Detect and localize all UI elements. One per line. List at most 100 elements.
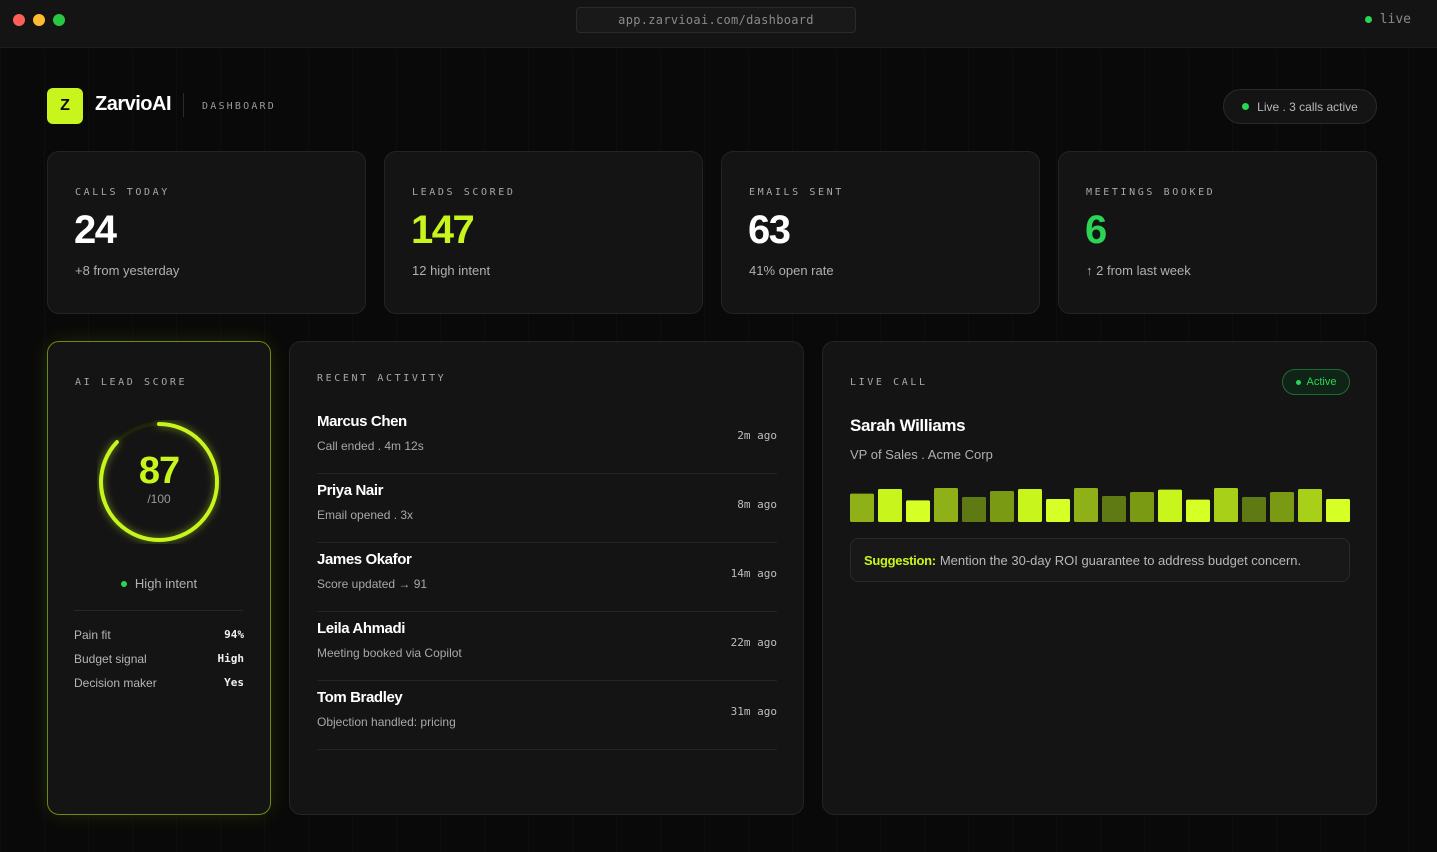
lead-score-card[interactable]: AI LEAD SCORE 87 /100 High intent Pain f… (47, 341, 271, 815)
stat-value: 63 (748, 208, 791, 252)
activity-time: 31m ago (730, 705, 777, 718)
lead-score-value: 87 (138, 450, 180, 492)
activity-name: Tom Bradley (317, 689, 403, 706)
lead-score-divider (74, 610, 243, 611)
factor-key: Budget signal (74, 652, 147, 666)
close-window-button[interactable] (13, 14, 25, 26)
connection-status: live (1364, 12, 1411, 27)
lead-score-ring (99, 422, 219, 542)
waveform-bar (1046, 499, 1070, 522)
activity-item[interactable]: Priya Nair Email opened . 3x 8m ago (317, 474, 777, 543)
active-dot-icon (1295, 379, 1301, 385)
suggestion-label: Suggestion: (864, 552, 936, 568)
minimize-window-button[interactable] (33, 14, 45, 26)
stat-card-meetings-booked[interactable]: MEETINGS BOOKED 6 ↑ 2 from last week (1058, 151, 1377, 314)
factor-value: 94% (224, 628, 244, 641)
waveform-bar (850, 493, 874, 522)
waveform-bar (1214, 488, 1238, 522)
stat-value: 24 (74, 208, 117, 252)
live-dot-icon (1364, 16, 1372, 23)
stat-card-leads-scored[interactable]: LEADS SCORED 147 12 high intent (384, 151, 703, 314)
activity-description: Email opened . 3x (317, 508, 414, 522)
activity-description: Call ended . 4m 12s (317, 439, 424, 453)
waveform-bar (1158, 489, 1182, 522)
caller-role: VP of Sales . Acme Corp (850, 447, 993, 462)
dashboard: Z ZarvioAI DASHBOARD Live . 3 calls acti… (0, 49, 1437, 852)
activity-description: Meeting booked via Copilot (317, 646, 462, 660)
stat-subtext: 41% open rate (749, 263, 834, 278)
activity-description: Objection handled: pricing (317, 715, 456, 729)
waveform-bar (1186, 499, 1210, 522)
activity-name: Marcus Chen (317, 413, 407, 430)
stat-label: CALLS TODAY (75, 187, 170, 198)
live-call-label: LIVE CALL (850, 377, 928, 388)
factor-value: Yes (224, 676, 244, 689)
stat-subtext-label: 2 from last week (1096, 263, 1191, 278)
call-status-label: Active (1306, 376, 1337, 388)
factor-row-pain-fit: Pain fit 94% (74, 628, 244, 642)
intent-label: High intent (134, 576, 198, 591)
activity-time: 2m ago (737, 429, 777, 442)
connection-status-label: live (1379, 12, 1411, 27)
waveform-bar (990, 491, 1014, 522)
activity-name: James Okafor (317, 551, 412, 568)
ai-suggestion[interactable]: Suggestion: Mention the 30-day ROI guara… (850, 538, 1350, 582)
stat-subtext: 12 high intent (412, 263, 491, 278)
stat-label: EMAILS SENT (749, 187, 844, 198)
waveform-bar (1018, 489, 1042, 522)
activity-description: Score updated → 91 (317, 577, 428, 591)
live-calls-label: Live . 3 calls active (1257, 99, 1358, 114)
factor-row-budget-signal: Budget signal High (74, 652, 244, 666)
stat-subtext: ↑ 2 from last week (1086, 263, 1191, 278)
arrow-up-icon: ↑ (1086, 263, 1093, 278)
address-bar[interactable]: app.zarvioai.com/dashboard (576, 7, 856, 33)
live-call-card: LIVE CALL Active Sarah Williams VP of Sa… (822, 341, 1377, 815)
stat-label: MEETINGS BOOKED (1086, 187, 1216, 198)
waveform-bar (1074, 488, 1098, 522)
waveform-bar (1298, 489, 1322, 522)
factor-key: Decision maker (74, 676, 157, 690)
live-calls-status[interactable]: Live . 3 calls active (1223, 89, 1377, 124)
call-status-badge: Active (1282, 369, 1350, 395)
activity-item[interactable]: James Okafor Score updated → 91 14m ago (317, 543, 777, 612)
activity-time: 22m ago (730, 636, 777, 649)
stat-card-calls-today[interactable]: CALLS TODAY 24 +8 from yesterday (47, 151, 366, 314)
intent-badge: High intent (48, 576, 270, 591)
audio-waveform (850, 488, 1350, 522)
activity-name: Priya Nair (317, 482, 384, 499)
waveform-bar (1130, 492, 1154, 522)
waveform-bar (934, 488, 958, 522)
waveform-bar (1270, 492, 1294, 522)
waveform-bar (1102, 496, 1126, 522)
factor-key: Pain fit (74, 628, 111, 642)
activity-name: Leila Ahmadi (317, 620, 405, 637)
recent-activity-card: RECENT ACTIVITY Marcus Chen Call ended .… (289, 341, 804, 815)
activity-time: 14m ago (730, 567, 777, 580)
maximize-window-button[interactable] (53, 14, 65, 26)
stat-value: 6 (1085, 208, 1107, 252)
waveform-bar (1326, 499, 1350, 522)
factor-row-decision-maker: Decision maker Yes (74, 676, 244, 690)
lead-score-ring-progress (99, 422, 219, 542)
activity-time: 8m ago (737, 498, 777, 511)
activity-item[interactable]: Leila Ahmadi Meeting booked via Copilot … (317, 612, 777, 681)
waveform-bar (906, 500, 930, 522)
activity-item[interactable]: Tom Bradley Objection handled: pricing 3… (317, 681, 777, 750)
suggestion-text: Mention the 30-day ROI guarantee to addr… (939, 552, 1302, 568)
waveform-bar (1242, 497, 1266, 522)
waveform-bar (962, 497, 986, 522)
stat-card-emails-sent[interactable]: EMAILS SENT 63 41% open rate (721, 151, 1040, 314)
intent-dot-icon (120, 580, 127, 587)
window-chrome: app.zarvioai.com/dashboard live (0, 0, 1437, 48)
waveform-bar (878, 489, 902, 522)
lead-score-label: AI LEAD SCORE (75, 377, 188, 388)
live-dot-icon (1242, 103, 1250, 110)
lead-score-max: /100 (147, 492, 171, 506)
brand-logo[interactable]: Z (47, 88, 83, 124)
caller-name: Sarah Williams (850, 416, 966, 435)
factor-value: High (217, 652, 245, 665)
activity-item[interactable]: Marcus Chen Call ended . 4m 12s 2m ago (317, 405, 777, 474)
brand-name: ZarvioAI (95, 93, 172, 115)
stat-subtext: +8 from yesterday (75, 263, 180, 278)
header-divider (183, 93, 184, 117)
